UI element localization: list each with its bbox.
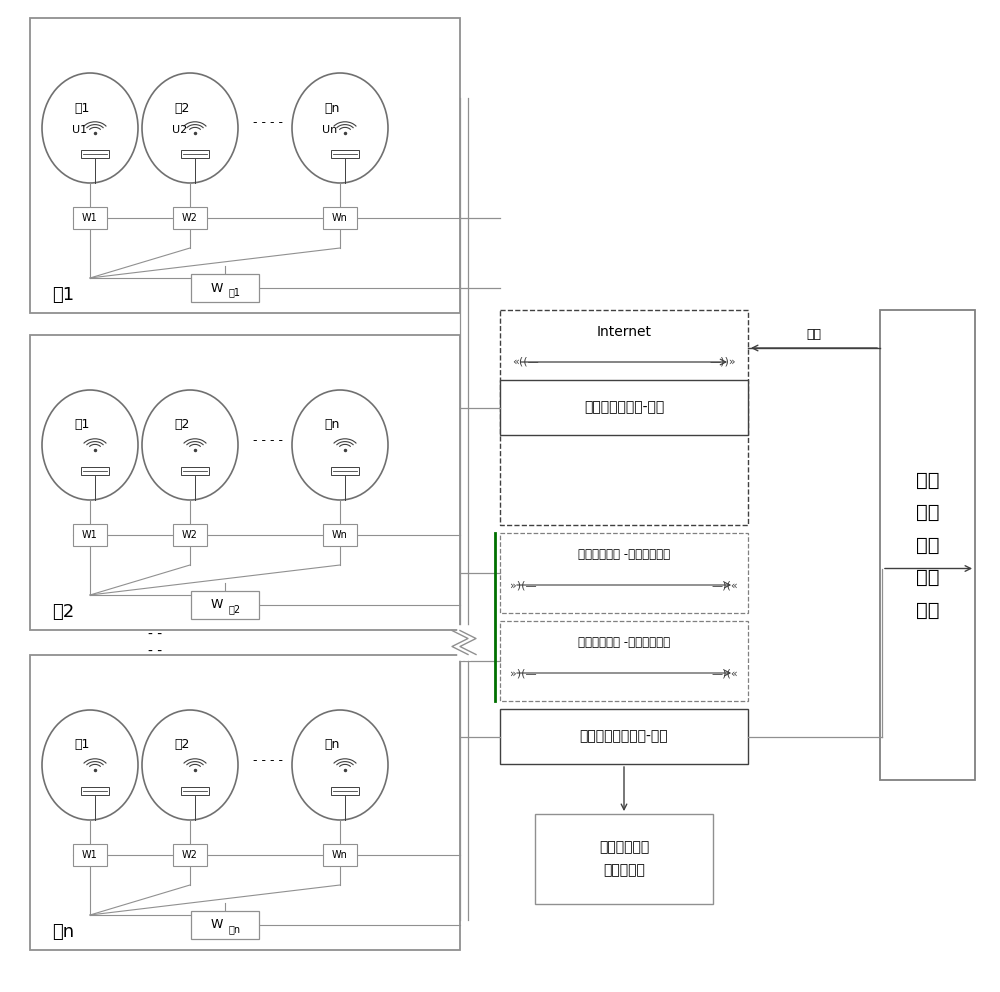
Text: 区2: 区2 [52,603,74,621]
Text: 互联网传输系统-公网: 互联网传输系统-公网 [584,401,664,415]
Text: 户2: 户2 [174,738,190,752]
Text: »)(—: »)(— [510,580,537,590]
Bar [331,150,359,159]
Bar [880,310,975,780]
Bar [323,844,357,866]
Text: 用电信息采集 -区域用电信息: 用电信息采集 -区域用电信息 [578,549,670,561]
Text: 区1: 区1 [229,287,241,297]
Bar [331,787,359,796]
Text: 区2: 区2 [229,604,241,614]
Text: W: W [211,598,223,611]
Bar [81,466,109,475]
Text: W1: W1 [82,850,98,860]
Text: W2: W2 [182,850,198,860]
Bar [81,787,109,796]
Text: - - - -: - - - - [253,116,283,130]
Bar [173,524,207,546]
Bar [173,844,207,866]
Ellipse shape [292,73,388,183]
Text: 户n: 户n [324,101,340,114]
Text: 户2: 户2 [174,419,190,432]
Text: W2: W2 [182,213,198,223]
Bar [191,591,259,619]
Text: 用电信息采集系统-内网: 用电信息采集系统-内网 [580,729,668,743]
Text: Internet: Internet [596,325,652,339]
Text: U2: U2 [172,125,187,135]
Text: —)(«: —)(« [711,580,738,590]
Ellipse shape [142,710,238,820]
Text: Wn: Wn [332,850,348,860]
Bar [500,621,748,701]
Ellipse shape [292,710,388,820]
Text: 区1: 区1 [52,286,74,304]
Bar [500,310,748,525]
Text: W2: W2 [182,530,198,540]
Text: Un: Un [322,125,337,135]
Bar [181,150,209,159]
Text: 户n: 户n [324,419,340,432]
Bar [173,207,207,229]
Bar [30,655,460,950]
Text: 用电信息采集
系统数据库: 用电信息采集 系统数据库 [599,840,649,877]
Text: 双向: 双向 [806,327,822,340]
Text: W: W [211,282,223,295]
Bar [73,844,107,866]
Text: 区n: 区n [52,923,74,941]
Text: »)(—: »)(— [510,668,537,678]
Text: 户1: 户1 [74,738,90,752]
Text: 户n: 户n [324,738,340,752]
Bar [181,466,209,475]
Text: - - - -: - - - - [253,434,283,446]
Bar [181,787,209,796]
Bar [500,709,748,764]
Text: W1: W1 [82,530,98,540]
Ellipse shape [42,390,138,500]
Bar [323,524,357,546]
Bar [191,274,259,302]
Ellipse shape [142,390,238,500]
Bar [535,814,713,904]
Bar [73,207,107,229]
Bar [500,380,748,435]
Bar [73,524,107,546]
Bar [30,335,460,630]
Ellipse shape [42,73,138,183]
Text: U1: U1 [72,125,87,135]
Text: W1: W1 [82,213,98,223]
Text: 户2: 户2 [174,101,190,114]
Text: Wn: Wn [332,530,348,540]
Bar [191,911,259,939]
Text: —))»: —))» [709,357,736,367]
Bar [500,533,748,613]
Ellipse shape [42,710,138,820]
Text: «((—: «((— [512,357,539,367]
Text: 有序
用电
管理
控制
中心: 有序 用电 管理 控制 中心 [916,470,939,619]
Text: W: W [211,919,223,931]
Bar [30,18,460,313]
Text: 户1: 户1 [74,101,90,114]
Ellipse shape [142,73,238,183]
Text: - -
- -: - - - - [148,627,162,658]
Text: 户1: 户1 [74,419,90,432]
Ellipse shape [292,390,388,500]
Bar [323,207,357,229]
Text: —)(«: —)(« [711,668,738,678]
Text: - - - -: - - - - [253,754,283,767]
Text: 区n: 区n [229,924,241,934]
Text: 用电信息采集 -用户用电信息: 用电信息采集 -用户用电信息 [578,637,670,650]
Bar [81,150,109,159]
Text: Wn: Wn [332,213,348,223]
Bar [331,466,359,475]
